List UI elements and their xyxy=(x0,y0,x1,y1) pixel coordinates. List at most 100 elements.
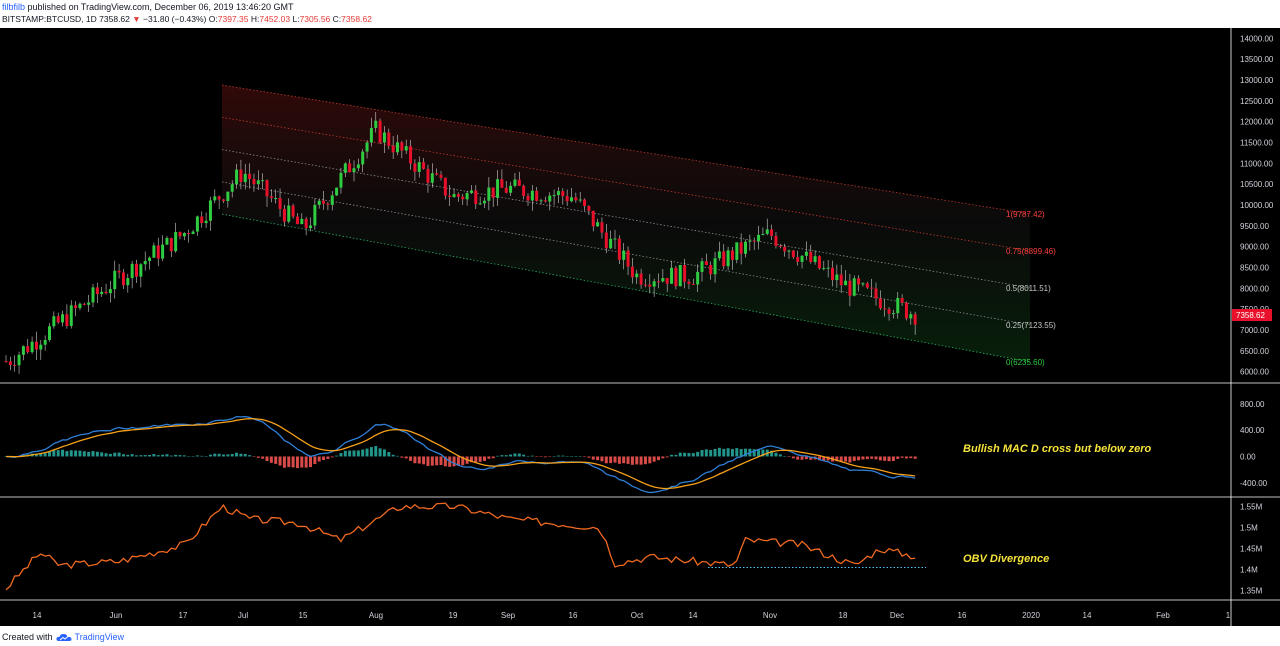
macd-histogram-bar xyxy=(800,456,804,460)
macd-histogram-bar xyxy=(78,450,82,457)
fib-level-label: 0.5(8011.51) xyxy=(1006,284,1051,293)
macd-histogram-bar xyxy=(256,456,260,458)
macd-histogram-bar xyxy=(652,456,656,462)
candle-body xyxy=(530,190,534,201)
macd-histogram-bar xyxy=(200,455,204,457)
macd-histogram-bar xyxy=(804,456,808,460)
macd-histogram-bar xyxy=(222,454,225,457)
fib-level-label: 0.25(7123.55) xyxy=(1006,321,1056,330)
candle-body xyxy=(378,120,382,143)
candle-body xyxy=(765,229,769,234)
candle-body xyxy=(909,314,913,319)
obv-axis-label: 1.55M xyxy=(1240,502,1263,511)
macd-histogram-bar xyxy=(435,456,439,466)
macd-histogram-bar xyxy=(178,455,182,457)
macd-histogram-bar xyxy=(817,456,821,461)
fib-channel[interactable]: 1(9787.42) 0.75(8899.46) 0.5(8011.51) 0.25(… xyxy=(221,84,1056,367)
macd-histogram-bar xyxy=(304,456,308,468)
macd-histogram-bar xyxy=(65,451,69,457)
time-axis-label: 15 xyxy=(299,611,308,620)
macd-histogram-bar xyxy=(874,456,878,460)
time-axis-label: 14 xyxy=(1083,611,1092,620)
candle-body xyxy=(852,278,856,296)
candle-body xyxy=(187,233,191,235)
last-price-tag xyxy=(1232,309,1272,322)
macd-histogram-bar xyxy=(204,456,208,457)
macd-histogram-bar xyxy=(848,456,852,463)
macd-histogram-bar xyxy=(639,456,643,465)
author-link[interactable]: filbfilb xyxy=(2,2,26,12)
macd-histogram-bar xyxy=(348,450,352,457)
macd-histogram-bar xyxy=(661,456,665,459)
candle-body xyxy=(730,250,734,260)
candle-body xyxy=(744,241,747,254)
candle-body xyxy=(300,218,304,224)
time-axis-label: 14 xyxy=(689,611,698,620)
time-axis-label: Sep xyxy=(501,611,516,620)
candle-body xyxy=(496,179,500,198)
candle-body xyxy=(778,245,782,247)
macd-histogram-bar xyxy=(117,452,121,457)
macd-annotation: Bullish MAC D cross but below zero xyxy=(963,443,1152,455)
candle-body xyxy=(465,193,469,200)
candle-body xyxy=(870,287,874,289)
candle-body xyxy=(121,272,125,286)
macd-histogram-bar xyxy=(587,456,591,458)
candle-body xyxy=(391,145,395,153)
macd-histogram-bar xyxy=(56,450,60,457)
candle-body xyxy=(713,258,717,275)
macd-histogram-bar xyxy=(87,451,91,457)
candle-body xyxy=(517,179,521,186)
macd-histogram-bar xyxy=(374,446,378,457)
candle-body xyxy=(717,251,721,259)
candle-body xyxy=(174,232,178,252)
high-label: H: xyxy=(250,14,260,24)
macd-histogram-bar xyxy=(513,453,517,457)
macd-histogram-bar xyxy=(113,452,117,457)
candle-body xyxy=(526,195,530,201)
macd-histogram-bar xyxy=(713,448,717,457)
time-axis-label: Aug xyxy=(369,611,383,620)
candle-body xyxy=(722,251,726,267)
candle-body xyxy=(169,237,173,252)
macd-histogram-bar xyxy=(382,449,386,457)
candle-body xyxy=(587,206,591,211)
candle-body xyxy=(609,238,613,249)
time-axis[interactable]: 14 Jun 17 Jul 15 Aug 19 Sep 16 Oct 14 Nov 18 Dec 16 202… xyxy=(33,611,1231,620)
candle-body xyxy=(900,297,904,303)
candle-body xyxy=(643,284,647,286)
open-label: O: xyxy=(208,14,218,24)
macd-histogram-bar xyxy=(52,450,56,457)
macd-histogram-bar xyxy=(74,450,78,457)
macd-histogram-bar xyxy=(213,453,217,457)
candle-body xyxy=(726,250,730,267)
macd-histogram-bar xyxy=(248,455,252,457)
macd-histogram-bar xyxy=(870,456,874,459)
candle-body xyxy=(683,265,687,282)
macd-histogram-bar xyxy=(696,451,700,457)
macd-histogram-bar xyxy=(452,456,456,467)
price-chart[interactable]: 1(9787.42) 0.75(8899.46) 0.5(8011.51) 0.25(… xyxy=(0,28,1280,626)
macd-histogram-bar xyxy=(552,456,556,457)
macd-histogram-bar xyxy=(617,456,621,464)
candle-body xyxy=(287,205,291,222)
macd-histogram-bar xyxy=(700,450,704,457)
candle-body xyxy=(191,231,195,235)
candle-body xyxy=(826,267,830,269)
candle-body xyxy=(630,266,634,278)
macd-histogram-bar xyxy=(239,453,243,457)
price-axis[interactable]: 14000.00 13500.00 13000.00 12500.00 12000.00… xyxy=(1232,34,1274,596)
macd-histogram-bar xyxy=(291,456,295,468)
macd-histogram-bar xyxy=(478,456,482,462)
candle-body xyxy=(13,364,17,366)
macd-histogram-bar xyxy=(796,456,800,460)
tradingview-link[interactable]: TradingView xyxy=(74,632,125,642)
obv-line xyxy=(5,502,916,591)
candle-body xyxy=(887,309,891,314)
candle-body xyxy=(352,168,356,173)
candle-body xyxy=(65,314,69,326)
macd-histogram-bar xyxy=(809,456,813,460)
candle-body xyxy=(543,200,547,202)
time-axis-label: 16 xyxy=(569,611,578,620)
macd-histogram-bar xyxy=(548,456,552,457)
